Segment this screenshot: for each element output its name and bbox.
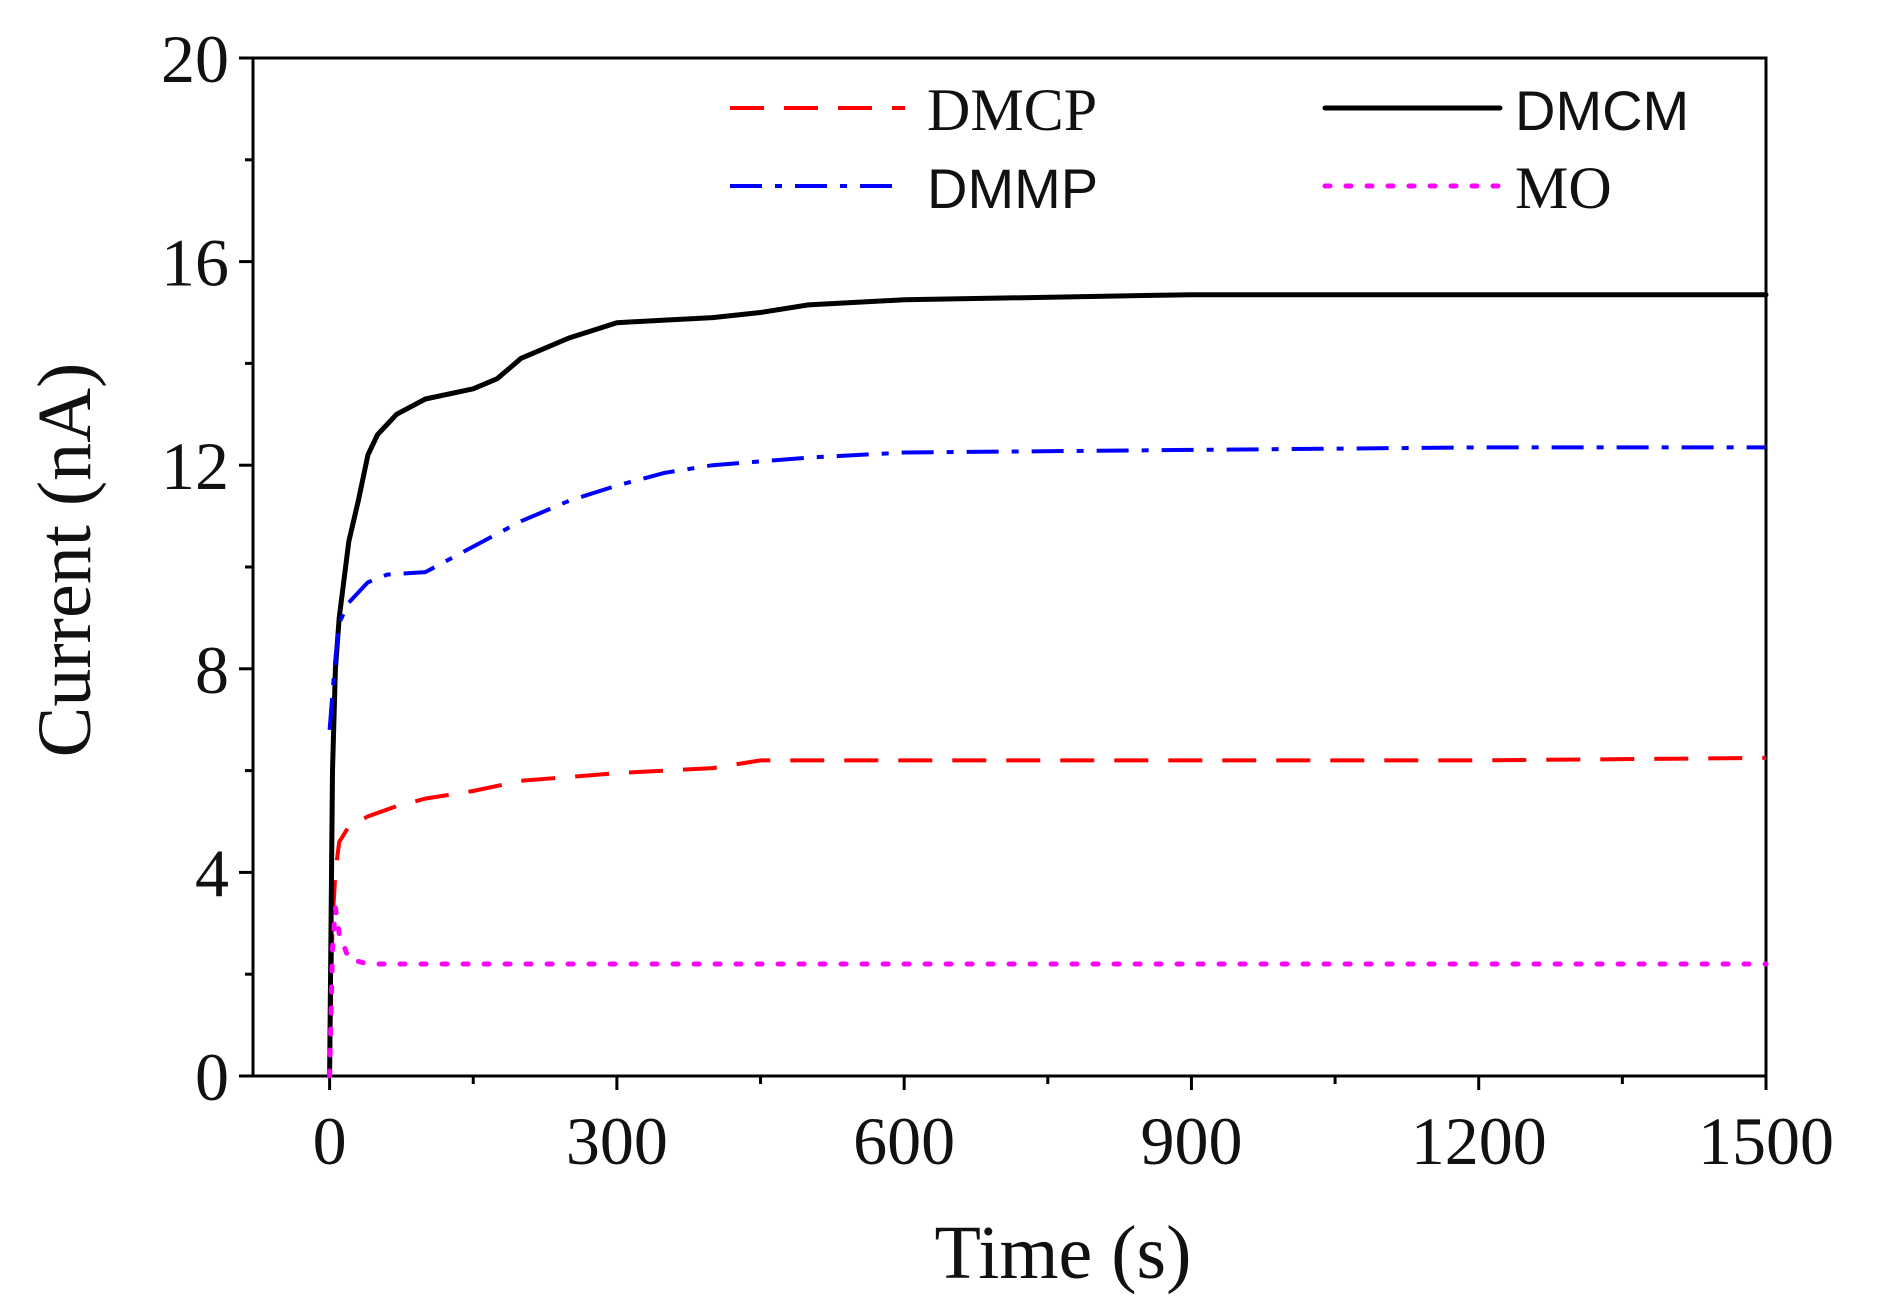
series-line-dmcp (327, 755, 1767, 1077)
legend-label-dmmp: DMMP (927, 157, 1098, 220)
y-tick-label: 0 (195, 1039, 229, 1115)
y-tick-label: 12 (161, 428, 229, 504)
series-line-mo (327, 905, 1769, 1079)
series-line-dmcm (327, 292, 1769, 1079)
plot-area (327, 292, 1769, 1079)
y-tick-label: 16 (161, 225, 229, 301)
y-tick-label: 4 (195, 835, 229, 911)
x-tick-label: 1200 (1411, 1103, 1547, 1179)
legend-label-dmcm: DMCM (1515, 79, 1689, 142)
x-tick-label: 600 (853, 1103, 955, 1179)
series-line-dmmp (327, 445, 1766, 731)
legend: DMCP DMCM DMMP MO (730, 77, 1689, 221)
axes: 0 300 600 900 1200 1500 0 4 8 12 16 20 (161, 21, 1834, 1179)
y-axis-title: Current (nA) (23, 363, 107, 758)
x-tick-label: 300 (566, 1103, 668, 1179)
x-tick-label: 1500 (1698, 1103, 1834, 1179)
y-tick-label: 8 (195, 632, 229, 708)
x-axis-title: Time (s) (935, 1211, 1192, 1295)
legend-label-dmcp: DMCP (927, 77, 1097, 143)
x-tick-label: 900 (1140, 1103, 1242, 1179)
x-tick-label: 0 (313, 1103, 347, 1179)
legend-label-mo: MO (1515, 155, 1612, 221)
y-tick-label: 20 (161, 21, 229, 97)
